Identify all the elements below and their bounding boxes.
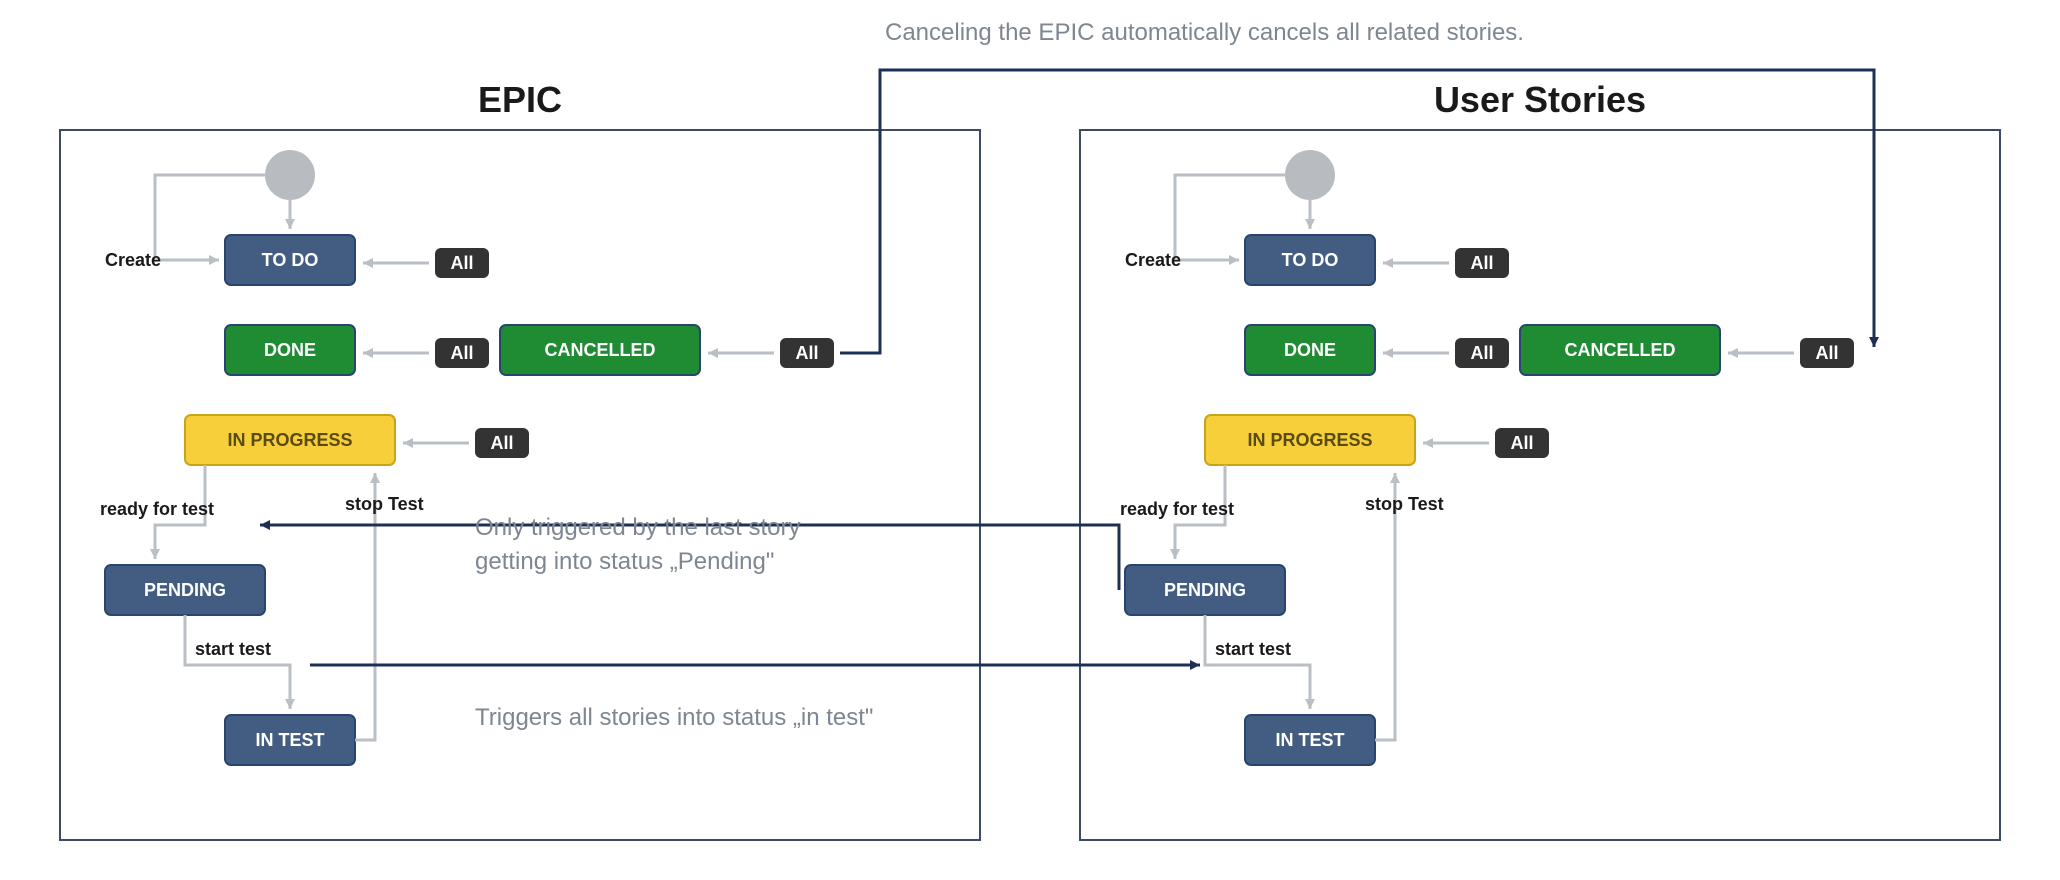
all-badge-cancelled: All — [1800, 338, 1854, 368]
status-intest: IN TEST — [1245, 715, 1375, 765]
status-done: DONE — [225, 325, 355, 375]
svg-text:All: All — [1470, 343, 1493, 363]
status-done-label: DONE — [264, 340, 316, 360]
status-pending-label: PENDING — [144, 580, 226, 600]
ready-for-test-label: ready for test — [100, 499, 214, 519]
svg-text:All: All — [1815, 343, 1838, 363]
all-badge-inprogress: All — [1495, 428, 1549, 458]
ready-for-test-label: ready for test — [1120, 499, 1234, 519]
status-todo-label: TO DO — [1282, 250, 1339, 270]
svg-text:All: All — [450, 253, 473, 273]
stop-test-label: stop Test — [345, 494, 424, 514]
caption-mid-line2: getting into status „Pending" — [475, 548, 774, 575]
status-pending: PENDING — [105, 565, 265, 615]
all-badge-inprogress: All — [475, 428, 529, 458]
status-inprogress-label: IN PROGRESS — [227, 430, 352, 450]
stop-test-label: stop Test — [1365, 494, 1444, 514]
all-badge-todo: All — [435, 248, 489, 278]
start-circle — [265, 150, 315, 200]
status-done: DONE — [1245, 325, 1375, 375]
all-badge-done: All — [435, 338, 489, 368]
status-intest-label: IN TEST — [255, 730, 324, 750]
status-cancelled-label: CANCELLED — [1565, 340, 1676, 360]
create-label: Create — [105, 250, 161, 270]
status-cancelled: CANCELLED — [500, 325, 700, 375]
svg-text:All: All — [450, 343, 473, 363]
all-badge-cancelled: All — [780, 338, 834, 368]
svg-text:All: All — [795, 343, 818, 363]
all-badge-done: All — [1455, 338, 1509, 368]
status-pending: PENDING — [1125, 565, 1285, 615]
status-todo-label: TO DO — [262, 250, 319, 270]
status-cancelled-label: CANCELLED — [545, 340, 656, 360]
panel-stories — [1080, 130, 2000, 840]
start-test-label: start test — [195, 639, 271, 659]
panel-epic-title: EPIC — [478, 79, 562, 120]
svg-text:All: All — [490, 433, 513, 453]
svg-text:All: All — [1470, 253, 1493, 273]
status-todo: TO DO — [1245, 235, 1375, 285]
create-label: Create — [1125, 250, 1181, 270]
status-todo: TO DO — [225, 235, 355, 285]
status-intest: IN TEST — [225, 715, 355, 765]
status-pending-label: PENDING — [1164, 580, 1246, 600]
svg-text:All: All — [1510, 433, 1533, 453]
caption-bottom: Triggers all stories into status „in tes… — [475, 704, 873, 731]
all-badge-todo: All — [1455, 248, 1509, 278]
caption-mid-line1: Only triggered by the last story — [475, 514, 800, 541]
status-inprogress: IN PROGRESS — [185, 415, 395, 465]
panel-epic — [60, 130, 980, 840]
status-intest-label: IN TEST — [1275, 730, 1344, 750]
start-test-label: start test — [1215, 639, 1291, 659]
status-inprogress: IN PROGRESS — [1205, 415, 1415, 465]
panel-stories-title: User Stories — [1434, 79, 1646, 120]
status-cancelled: CANCELLED — [1520, 325, 1720, 375]
caption-top: Canceling the EPIC automatically cancels… — [885, 19, 1524, 46]
status-done-label: DONE — [1284, 340, 1336, 360]
status-inprogress-label: IN PROGRESS — [1247, 430, 1372, 450]
workflow-epic: TO DO DONE CANCELLED IN PROGRESS PENDING IN T… — [100, 150, 834, 765]
workflow-stories: TO DO DONE CANCELLED IN PROGRESS PENDING IN T… — [1120, 150, 1854, 765]
start-circle — [1285, 150, 1335, 200]
